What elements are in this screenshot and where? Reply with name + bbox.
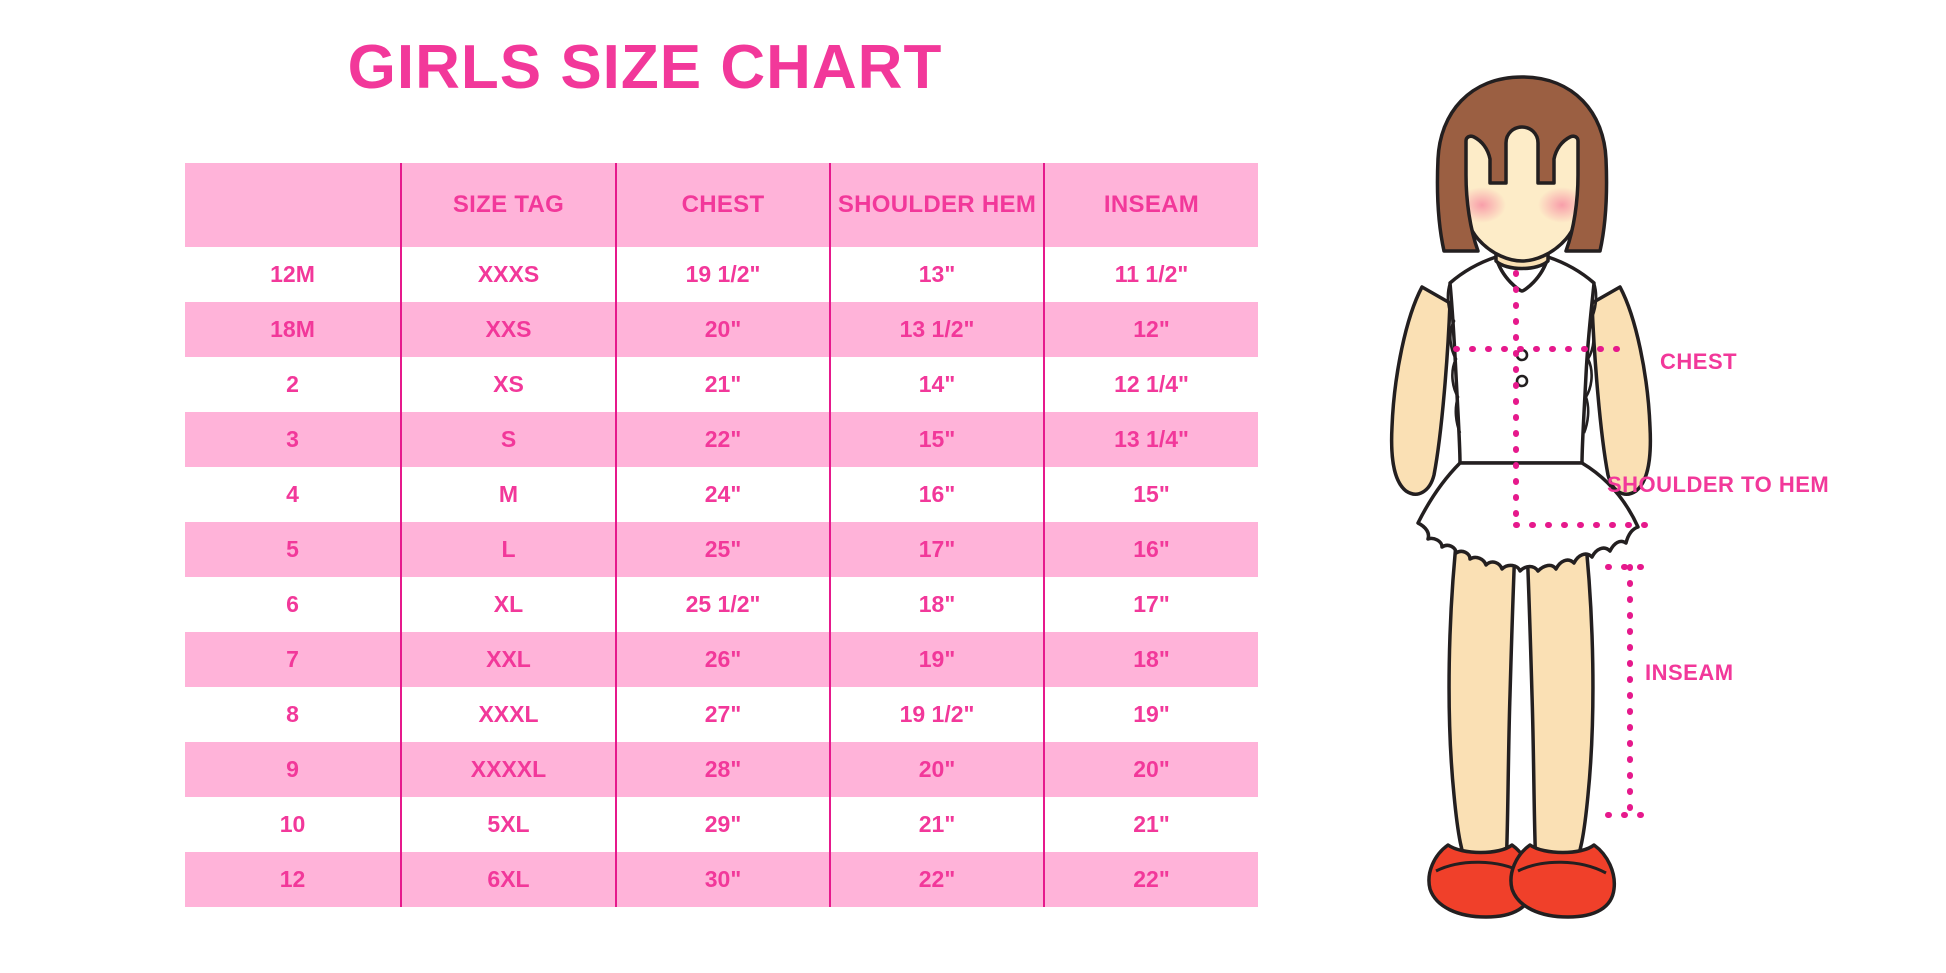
cell-chest: 30"	[615, 852, 830, 907]
column-header-chest: CHEST	[615, 163, 830, 247]
cell-chest: 20"	[615, 302, 830, 357]
cell-shoulder-hem: 18"	[829, 577, 1044, 632]
cell-size: 5	[185, 522, 401, 577]
cell-inseam: 12 1/4"	[1043, 357, 1258, 412]
cell-inseam: 19"	[1043, 687, 1258, 742]
page-title: GIRLS SIZE CHART	[347, 33, 943, 102]
column-header-size	[185, 163, 401, 247]
cell-chest: 24"	[615, 467, 830, 522]
table-row: 7 XXL 26" 19" 18"	[185, 632, 1258, 687]
cell-size-tag: XXXL	[400, 687, 616, 742]
column-header-inseam: INSEAM	[1043, 163, 1258, 247]
cell-size: 10	[185, 797, 401, 852]
cell-shoulder-hem: 13 1/2"	[829, 302, 1044, 357]
inseam-measurement-label: INSEAM	[1645, 660, 1734, 685]
table-row: 8 XXXL 27" 19 1/2" 19"	[185, 687, 1258, 742]
table-header-row: SIZE TAG CHEST SHOULDER HEM INSEAM	[185, 163, 1258, 247]
cell-chest: 25 1/2"	[615, 577, 830, 632]
cell-size-tag: XXXS	[400, 247, 616, 302]
skirt-shape	[1416, 461, 1640, 573]
cell-chest: 19 1/2"	[615, 247, 830, 302]
table-row: 5 L 25" 17" 16"	[185, 522, 1258, 577]
cell-shoulder-hem: 14"	[829, 357, 1044, 412]
cell-size: 7	[185, 632, 401, 687]
cell-inseam: 13 1/4"	[1043, 412, 1258, 467]
cell-shoulder-hem: 16"	[829, 467, 1044, 522]
legs-shape	[1447, 523, 1595, 869]
cell-shoulder-hem: 19"	[829, 632, 1044, 687]
cell-size-tag: XXXXL	[400, 742, 616, 797]
cell-inseam: 12"	[1043, 302, 1258, 357]
size-table: SIZE TAG CHEST SHOULDER HEM INSEAM 12M XX…	[185, 163, 1258, 907]
cell-inseam: 17"	[1043, 577, 1258, 632]
top-garment-shape	[1446, 255, 1598, 465]
cell-shoulder-hem: 20"	[829, 742, 1044, 797]
hair-shape	[1435, 75, 1609, 253]
cell-size: 6	[185, 577, 401, 632]
cell-size-tag: S	[400, 412, 616, 467]
cell-size-tag: XXS	[400, 302, 616, 357]
cell-shoulder-hem: 22"	[829, 852, 1044, 907]
size-table-container: SIZE TAG CHEST SHOULDER HEM INSEAM 12M XX…	[185, 163, 1258, 910]
cell-size: 3	[185, 412, 401, 467]
girl-figure-illustration	[1330, 55, 1710, 935]
cell-size: 18M	[185, 302, 401, 357]
cell-shoulder-hem: 21"	[829, 797, 1044, 852]
cell-inseam: 11 1/2"	[1043, 247, 1258, 302]
cell-size: 8	[185, 687, 401, 742]
column-header-size-tag: SIZE TAG	[400, 163, 616, 247]
cell-size-tag: XS	[400, 357, 616, 412]
table-row: 10 5XL 29" 21" 21"	[185, 797, 1258, 852]
cell-chest: 29"	[615, 797, 830, 852]
column-header-shoulder-hem: SHOULDER HEM	[829, 163, 1044, 247]
cell-size: 9	[185, 742, 401, 797]
shoes-shape	[1427, 843, 1617, 919]
cell-size-tag: XL	[400, 577, 616, 632]
cell-size: 12M	[185, 247, 401, 302]
cell-shoulder-hem: 15"	[829, 412, 1044, 467]
table-header: SIZE TAG CHEST SHOULDER HEM INSEAM	[185, 163, 1258, 247]
cell-inseam: 15"	[1043, 467, 1258, 522]
cell-shoulder-hem: 17"	[829, 522, 1044, 577]
table-row: 9 XXXXL 28" 20" 20"	[185, 742, 1258, 797]
cell-chest: 26"	[615, 632, 830, 687]
cell-chest: 27"	[615, 687, 830, 742]
cell-size-tag: XXL	[400, 632, 616, 687]
table-body: 12M XXXS 19 1/2" 13" 11 1/2" 18M XXS 20" 13 1/2"…	[185, 247, 1258, 907]
cell-chest: 28"	[615, 742, 830, 797]
cell-chest: 25"	[615, 522, 830, 577]
cell-size-tag: L	[400, 522, 616, 577]
cell-size-tag: 6XL	[400, 852, 616, 907]
cell-inseam: 22"	[1043, 852, 1258, 907]
table-row: 12 6XL 30" 22" 22"	[185, 852, 1258, 907]
cell-shoulder-hem: 13"	[829, 247, 1044, 302]
cell-size-tag: M	[400, 467, 616, 522]
arms-shape	[1389, 285, 1653, 496]
cell-chest: 21"	[615, 357, 830, 412]
table-row: 18M XXS 20" 13 1/2" 12"	[185, 302, 1258, 357]
table-row: 6 XL 25 1/2" 18" 17"	[185, 577, 1258, 632]
cell-size-tag: 5XL	[400, 797, 616, 852]
measurement-guides	[1453, 270, 1655, 818]
table-row: 12M XXXS 19 1/2" 13" 11 1/2"	[185, 247, 1258, 302]
table-row: 4 M 24" 16" 15"	[185, 467, 1258, 522]
cell-size: 4	[185, 467, 401, 522]
cell-shoulder-hem: 19 1/2"	[829, 687, 1044, 742]
table-row: 3 S 22" 15" 13 1/4"	[185, 412, 1258, 467]
table-row: 2 XS 21" 14" 12 1/4"	[185, 357, 1258, 412]
shoulder-to-hem-measurement-label: SHOULDER TO HEM	[1607, 472, 1830, 497]
cell-inseam: 21"	[1043, 797, 1258, 852]
cell-size: 12	[185, 852, 401, 907]
cell-size: 2	[185, 357, 401, 412]
cell-inseam: 16"	[1043, 522, 1258, 577]
cell-chest: 22"	[615, 412, 830, 467]
cell-inseam: 20"	[1043, 742, 1258, 797]
chest-measurement-label: CHEST	[1660, 349, 1738, 374]
cell-inseam: 18"	[1043, 632, 1258, 687]
